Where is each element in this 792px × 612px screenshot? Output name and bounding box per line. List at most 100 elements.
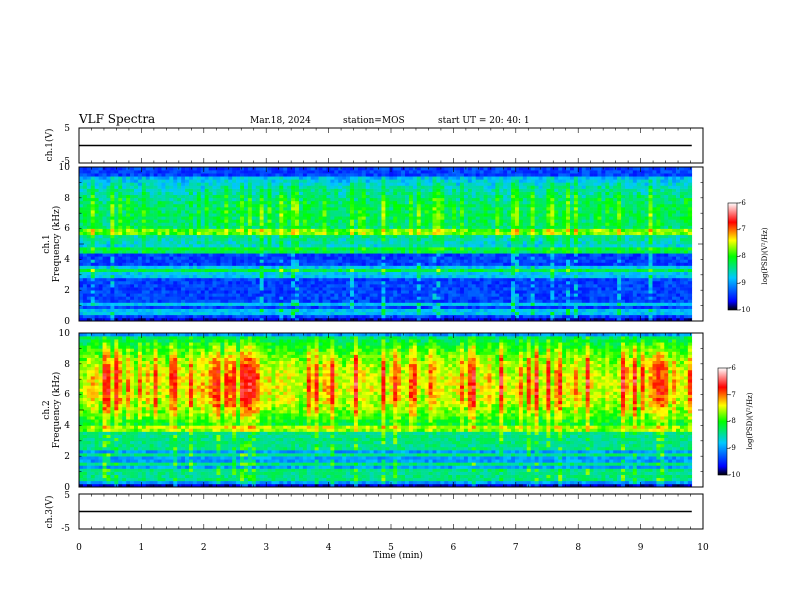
spectrogram-cell bbox=[94, 268, 99, 273]
spectrogram-cell bbox=[114, 280, 119, 285]
spectrogram-cell bbox=[251, 302, 257, 306]
spectrogram-cell bbox=[130, 268, 135, 273]
spectrogram-cell bbox=[397, 268, 402, 273]
spectrogram-cell bbox=[424, 302, 429, 306]
spectrogram-cell bbox=[416, 219, 422, 223]
spectrogram-cell bbox=[232, 191, 237, 196]
spectrogram-cell bbox=[130, 176, 135, 180]
spectrogram-cell bbox=[377, 317, 382, 322]
spectrogram-cell bbox=[326, 296, 331, 300]
spectrogram-cell bbox=[361, 268, 367, 273]
spectrogram-cell bbox=[291, 250, 296, 254]
spectrogram-cell bbox=[342, 240, 347, 245]
spectrogram-cell bbox=[137, 274, 143, 279]
spectrogram-cell bbox=[153, 256, 158, 260]
spectrogram-cell bbox=[334, 197, 339, 202]
spectrogram-cell bbox=[181, 170, 186, 174]
spectrogram-cell bbox=[416, 197, 422, 202]
spectrogram-cell bbox=[122, 179, 127, 183]
spectrogram-cell bbox=[397, 188, 402, 192]
spectrogram-cell bbox=[279, 308, 284, 313]
spectrogram-cell bbox=[401, 296, 406, 300]
spectrogram-cell bbox=[122, 244, 127, 248]
spectrogram-cell bbox=[165, 185, 170, 189]
spectrogram-cell bbox=[79, 290, 84, 294]
spectrogram-cell bbox=[86, 200, 92, 205]
spectrogram-cell bbox=[224, 274, 229, 279]
spectrogram-cell bbox=[228, 268, 233, 273]
spectrogram-cell bbox=[271, 228, 276, 232]
spectrogram-cell bbox=[353, 213, 359, 217]
spectrogram-cell bbox=[126, 284, 131, 288]
spectrogram-cell bbox=[224, 268, 229, 273]
spectrogram-cell bbox=[428, 176, 433, 180]
spectrogram-cell bbox=[397, 314, 402, 319]
spectrogram-cell bbox=[385, 287, 390, 291]
spectrogram-cell bbox=[169, 274, 174, 279]
spectrogram-cell bbox=[165, 231, 170, 236]
spectrogram-cell bbox=[200, 296, 205, 300]
spectrogram-cell bbox=[243, 265, 249, 269]
spectrogram-cell bbox=[86, 280, 92, 285]
spectrogram-cell bbox=[369, 293, 374, 297]
spectrogram-cell bbox=[169, 182, 174, 186]
spectrogram-cell bbox=[452, 290, 457, 294]
spectrogram-cell bbox=[122, 284, 127, 288]
spectrogram-cell bbox=[259, 203, 264, 208]
spectrogram-cell bbox=[185, 240, 190, 245]
spectrogram-cell bbox=[212, 234, 217, 239]
spectrogram-cell bbox=[357, 228, 363, 232]
spectrogram-cell bbox=[318, 287, 323, 291]
spectrogram-cell bbox=[82, 188, 88, 192]
spectrogram-cell bbox=[141, 234, 147, 239]
spectrogram-cell bbox=[318, 173, 323, 177]
spectrogram-cell bbox=[177, 287, 182, 291]
spectrogram-cell bbox=[322, 277, 327, 282]
spectrogram-cell bbox=[310, 317, 315, 322]
spectrogram-cell bbox=[86, 179, 92, 183]
spectrogram-cell bbox=[306, 293, 312, 297]
spectrogram-cell bbox=[141, 265, 147, 269]
spectrogram-cell bbox=[173, 237, 178, 242]
spectrogram-cell bbox=[232, 176, 237, 180]
spectrogram-cell bbox=[330, 216, 335, 220]
spectrogram-cell bbox=[448, 210, 453, 214]
spectrogram-cell bbox=[432, 290, 437, 294]
spectrogram-cell bbox=[169, 268, 174, 273]
spectrogram-cell bbox=[432, 302, 437, 306]
spectrogram-cell bbox=[369, 296, 374, 300]
spectrogram-cell bbox=[338, 182, 343, 186]
spectrogram-cell bbox=[350, 237, 355, 242]
spectrogram-cell bbox=[165, 308, 170, 313]
spectrogram-cell bbox=[412, 197, 418, 202]
spectrogram-cell bbox=[86, 290, 92, 294]
spectrogram-cell bbox=[86, 317, 92, 322]
spectrogram-cell bbox=[224, 314, 229, 319]
spectrogram-cell bbox=[145, 210, 151, 214]
spectrogram-cell bbox=[90, 176, 96, 180]
spectrogram-cell bbox=[432, 194, 437, 199]
spectrogram-cell bbox=[342, 247, 347, 251]
spectrogram-cell bbox=[118, 176, 123, 180]
spectrogram-cell bbox=[295, 173, 300, 177]
spectrogram-cell bbox=[416, 185, 422, 189]
spectrogram-cell bbox=[353, 191, 359, 196]
spectrogram-cell bbox=[346, 185, 351, 189]
spectrogram-cell bbox=[436, 277, 441, 282]
spectrogram-cell bbox=[267, 293, 272, 297]
spectrogram-cell bbox=[397, 179, 402, 183]
spectrogram-cell bbox=[393, 271, 398, 276]
spectrogram-cell bbox=[397, 222, 402, 226]
spectrogram-cell bbox=[149, 277, 154, 282]
spectrogram-cell bbox=[149, 228, 154, 232]
spectrogram-cell bbox=[153, 314, 158, 319]
spectrogram-cell bbox=[326, 287, 331, 291]
spectrogram-cell bbox=[267, 182, 272, 186]
spectrogram-cell bbox=[236, 197, 241, 202]
spectrogram-cell bbox=[169, 185, 174, 189]
spectrogram-cell bbox=[137, 247, 143, 251]
spectrogram-cell bbox=[432, 247, 437, 251]
spectrogram-cell bbox=[224, 271, 229, 276]
spectrogram-cell bbox=[353, 216, 359, 220]
spectrogram-cell bbox=[279, 237, 284, 242]
